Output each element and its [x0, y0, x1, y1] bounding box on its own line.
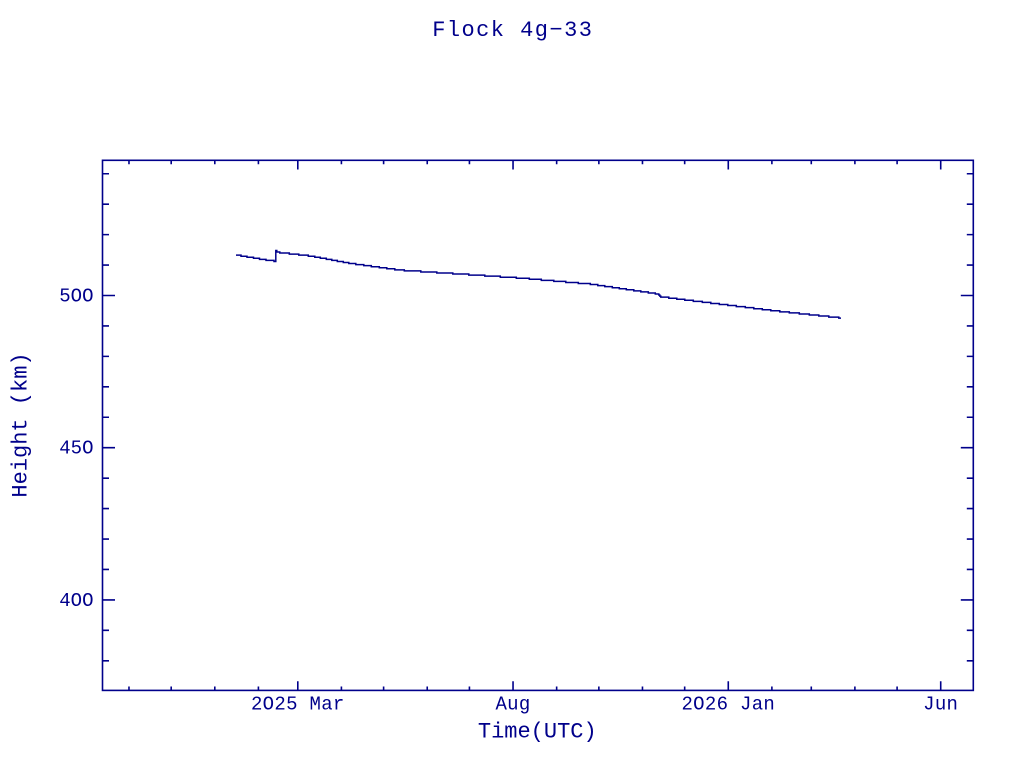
svg-text:Height (km): Height (km): [8, 352, 33, 497]
svg-text:2O25 Mar: 2O25 Mar: [251, 693, 345, 715]
svg-text:Aug: Aug: [495, 693, 530, 715]
svg-text:Flock 4g−33: Flock 4g−33: [432, 18, 593, 43]
svg-text:Time(UTC): Time(UTC): [478, 720, 597, 745]
svg-text:Jun: Jun: [923, 693, 958, 715]
svg-text:5OO: 5OO: [59, 285, 93, 307]
svg-text:4OO: 4OO: [59, 590, 93, 612]
svg-text:45O: 45O: [59, 438, 93, 460]
svg-text:2O26 Jan: 2O26 Jan: [681, 693, 775, 715]
